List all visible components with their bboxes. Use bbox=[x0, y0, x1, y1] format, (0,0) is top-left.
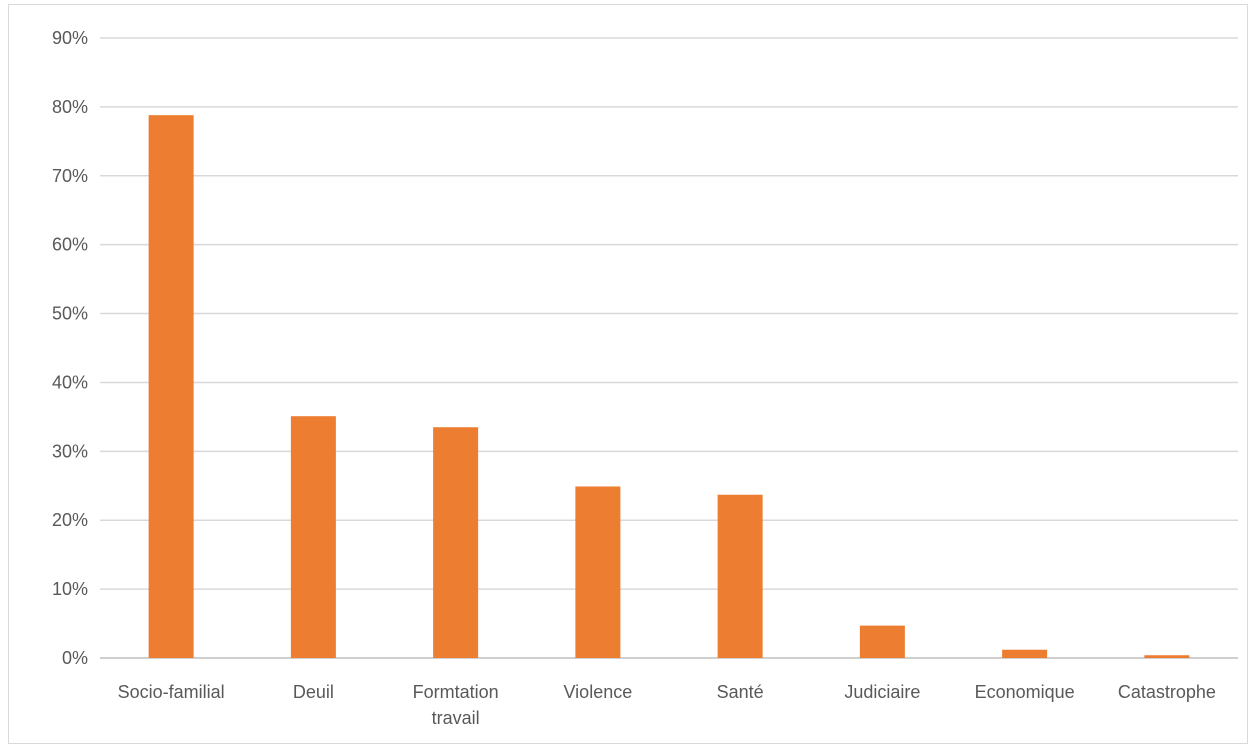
bar bbox=[717, 494, 763, 658]
category-label: Violence bbox=[564, 682, 633, 702]
bar bbox=[1144, 655, 1190, 658]
bar bbox=[575, 486, 621, 658]
y-tick-label: 40% bbox=[52, 372, 88, 392]
bar bbox=[859, 625, 905, 658]
bar bbox=[290, 416, 336, 658]
category-label: Santé bbox=[717, 682, 764, 702]
chart-frame bbox=[8, 4, 1248, 744]
category-label: Formtation bbox=[413, 682, 499, 702]
category-label: travail bbox=[432, 708, 480, 728]
category-label: Socio-familial bbox=[118, 682, 225, 702]
bar bbox=[1002, 649, 1048, 658]
category-label: Judiciaire bbox=[844, 682, 920, 702]
y-tick-label: 0% bbox=[62, 648, 88, 668]
y-tick-label: 30% bbox=[52, 441, 88, 461]
category-label: Deuil bbox=[293, 682, 334, 702]
bar bbox=[433, 427, 479, 658]
bar bbox=[148, 115, 194, 658]
y-tick-label: 90% bbox=[52, 28, 88, 48]
y-tick-label: 20% bbox=[52, 510, 88, 530]
y-tick-label: 80% bbox=[52, 97, 88, 117]
y-tick-label: 60% bbox=[52, 235, 88, 255]
y-tick-label: 50% bbox=[52, 304, 88, 324]
y-tick-label: 70% bbox=[52, 166, 88, 186]
category-label: Economique bbox=[975, 682, 1075, 702]
y-tick-label: 10% bbox=[52, 579, 88, 599]
category-label: Catastrophe bbox=[1118, 682, 1216, 702]
